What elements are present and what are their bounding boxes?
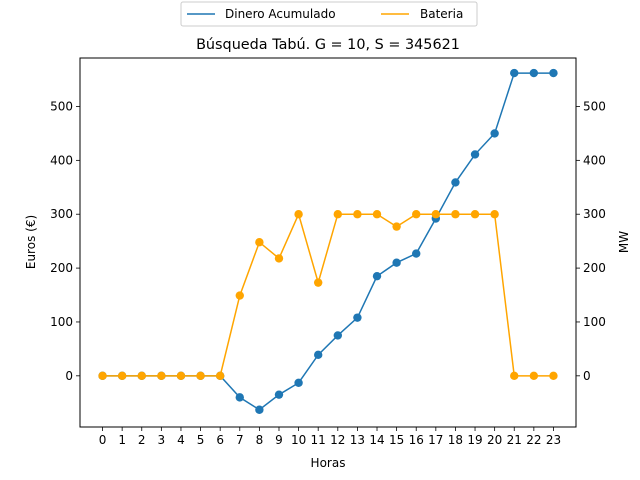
data-point-bateria bbox=[215, 371, 225, 381]
data-point-bateria bbox=[451, 210, 460, 219]
data-point-bateria bbox=[137, 371, 146, 381]
x-tick-label: 2 bbox=[138, 433, 146, 447]
data-point-bateria bbox=[333, 210, 343, 219]
data-point-bateria bbox=[510, 371, 519, 381]
x-tick-label: 21 bbox=[507, 433, 522, 447]
x-tick-label: 18 bbox=[448, 433, 463, 447]
data-point-bateria bbox=[196, 371, 205, 381]
left-y-axis-label: Euros (€) bbox=[24, 215, 38, 269]
data-point-dinero-acumulado bbox=[294, 378, 303, 388]
left-y-tick-label: 500 bbox=[50, 99, 73, 113]
right-y-axis-ticks: 0 100 200 300 400 500 bbox=[576, 99, 606, 383]
data-point-dinero-acumulado bbox=[549, 68, 558, 78]
x-tick-label: 13 bbox=[350, 433, 365, 447]
legend: Dinero Acumulado Bateria bbox=[180, 1, 478, 27]
data-point-dinero-acumulado bbox=[412, 249, 421, 258]
right-y-tick-label: 0 bbox=[583, 369, 591, 383]
legend-frame bbox=[180, 1, 478, 27]
data-point-bateria bbox=[274, 254, 284, 263]
data-point-dinero-acumulado bbox=[235, 393, 244, 402]
right-y-tick-label: 300 bbox=[583, 207, 606, 221]
data-point-dinero-acumulado bbox=[510, 68, 519, 78]
data-point-dinero-acumulado bbox=[470, 150, 480, 159]
x-tick-label: 10 bbox=[291, 433, 306, 447]
x-axis-label: Horas bbox=[311, 456, 346, 470]
data-point-dinero-acumulado bbox=[255, 405, 264, 414]
x-tick-label: 5 bbox=[197, 433, 205, 447]
data-point-bateria bbox=[490, 210, 499, 219]
data-point-dinero-acumulado bbox=[451, 178, 460, 187]
left-y-tick-label: 400 bbox=[50, 153, 73, 167]
x-tick-label: 23 bbox=[546, 433, 561, 447]
right-y-axis-label: MW bbox=[617, 231, 631, 253]
x-axis-ticks: 0 1 2 3 4 5 6 7 8 9 10 11 12 13 14 15 16 17 18 19 20 21 22 23 bbox=[99, 427, 561, 447]
data-point-dinero-acumulado bbox=[490, 129, 499, 138]
plot-frame bbox=[79, 57, 577, 428]
x-tick-label: 0 bbox=[99, 433, 107, 447]
data-point-dinero-acumulado bbox=[274, 390, 284, 399]
data-point-bateria bbox=[412, 210, 421, 219]
data-point-bateria bbox=[549, 371, 558, 381]
x-tick-label: 1 bbox=[118, 433, 126, 447]
left-y-tick-label: 0 bbox=[65, 369, 73, 383]
chart-title: Búsqueda Tabú. G = 10, S = 345621 bbox=[196, 37, 460, 53]
data-point-dinero-acumulado bbox=[353, 313, 362, 322]
series-layer bbox=[98, 68, 558, 414]
left-y-tick-label: 200 bbox=[50, 261, 73, 275]
x-tick-label: 11 bbox=[311, 433, 326, 447]
data-point-dinero-acumulado bbox=[333, 331, 343, 340]
left-y-tick-label: 300 bbox=[50, 207, 73, 221]
data-point-dinero-acumulado bbox=[529, 68, 539, 78]
x-tick-label: 17 bbox=[428, 433, 443, 447]
data-point-bateria bbox=[313, 278, 323, 287]
x-tick-label: 15 bbox=[389, 433, 404, 447]
legend-label-dinero-acumulado: Dinero Acumulado bbox=[225, 7, 336, 21]
x-tick-label: 20 bbox=[487, 433, 502, 447]
x-tick-label: 7 bbox=[236, 433, 244, 447]
left-y-axis-ticks: 0 100 200 300 400 500 bbox=[50, 99, 80, 383]
right-y-tick-label: 100 bbox=[583, 315, 606, 329]
plot-area bbox=[80, 58, 576, 427]
x-tick-label: 14 bbox=[369, 433, 384, 447]
data-point-bateria bbox=[255, 238, 264, 247]
data-point-bateria bbox=[431, 210, 441, 219]
x-tick-label: 8 bbox=[256, 433, 264, 447]
x-tick-label: 9 bbox=[275, 433, 283, 447]
x-tick-label: 6 bbox=[216, 433, 224, 447]
right-y-tick-label: 200 bbox=[583, 261, 606, 275]
x-tick-label: 22 bbox=[526, 433, 541, 447]
left-y-tick-label: 100 bbox=[50, 315, 73, 329]
x-tick-label: 19 bbox=[467, 433, 482, 447]
data-point-bateria bbox=[529, 371, 539, 381]
data-point-bateria bbox=[353, 210, 362, 219]
data-point-bateria bbox=[235, 291, 244, 300]
data-point-bateria bbox=[294, 210, 303, 219]
data-point-bateria bbox=[157, 371, 166, 381]
x-tick-label: 12 bbox=[330, 433, 345, 447]
x-tick-label: 4 bbox=[177, 433, 185, 447]
data-point-bateria bbox=[470, 210, 480, 219]
right-y-tick-label: 400 bbox=[583, 153, 606, 167]
legend-label-bateria: Bateria bbox=[420, 7, 463, 21]
data-point-bateria bbox=[372, 210, 382, 219]
data-point-dinero-acumulado bbox=[372, 271, 382, 281]
data-point-dinero-acumulado bbox=[392, 258, 401, 267]
x-tick-label: 3 bbox=[158, 433, 166, 447]
data-point-bateria bbox=[117, 371, 127, 381]
right-y-tick-label: 500 bbox=[583, 99, 606, 113]
data-point-bateria bbox=[176, 371, 186, 381]
data-point-bateria bbox=[98, 371, 107, 381]
data-point-bateria bbox=[392, 222, 401, 231]
x-tick-label: 16 bbox=[409, 433, 424, 447]
data-point-dinero-acumulado bbox=[313, 350, 323, 360]
